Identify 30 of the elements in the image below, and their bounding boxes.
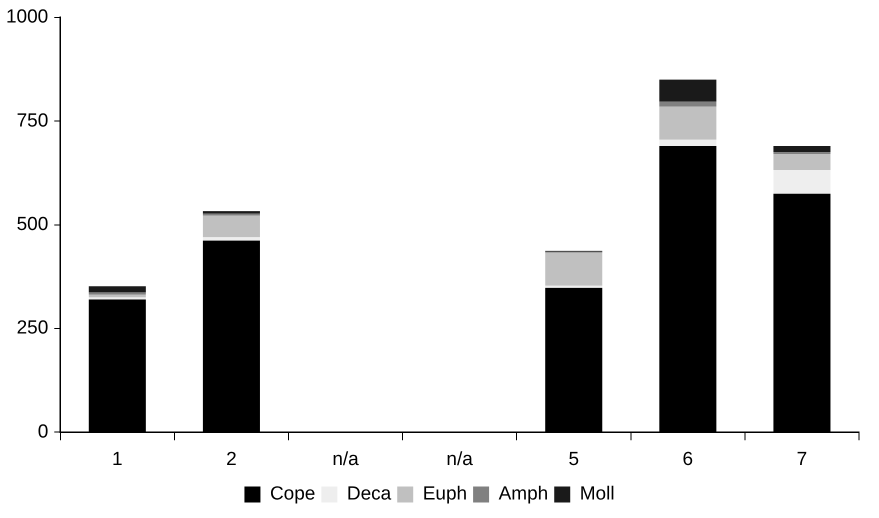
legend-label: Amph [498, 484, 548, 505]
y-tick-label: 250 [16, 318, 48, 339]
bar [659, 102, 716, 107]
legend-label: Deca [346, 484, 392, 505]
x-tick-label: 5 [568, 448, 580, 470]
bar [202, 237, 260, 241]
y-tick-label: 750 [16, 110, 48, 132]
bar [659, 140, 716, 146]
bar [659, 106, 716, 140]
x-tick-label: n/a [332, 448, 360, 470]
bar [773, 154, 830, 170]
bar [88, 294, 146, 298]
bar [202, 216, 260, 238]
bar [773, 170, 830, 194]
x-tick-label: 1 [112, 448, 123, 470]
bar [88, 286, 146, 292]
bar [545, 252, 602, 286]
x-tick-label: n/a [446, 448, 474, 470]
x-tick-label: 2 [226, 448, 237, 470]
legend-label: Cope [270, 484, 316, 505]
x-tick-label: 7 [796, 448, 808, 470]
bar [773, 146, 830, 152]
x-tick-label: 6 [682, 448, 694, 470]
legend-label: Euph [422, 484, 468, 505]
y-tick-label: 1000 [6, 6, 48, 28]
bar [659, 80, 716, 102]
bar [202, 211, 260, 214]
legend-label: Moll [580, 484, 615, 505]
y-tick-label: 0 [38, 421, 48, 442]
y-tick-label: 500 [16, 214, 48, 236]
